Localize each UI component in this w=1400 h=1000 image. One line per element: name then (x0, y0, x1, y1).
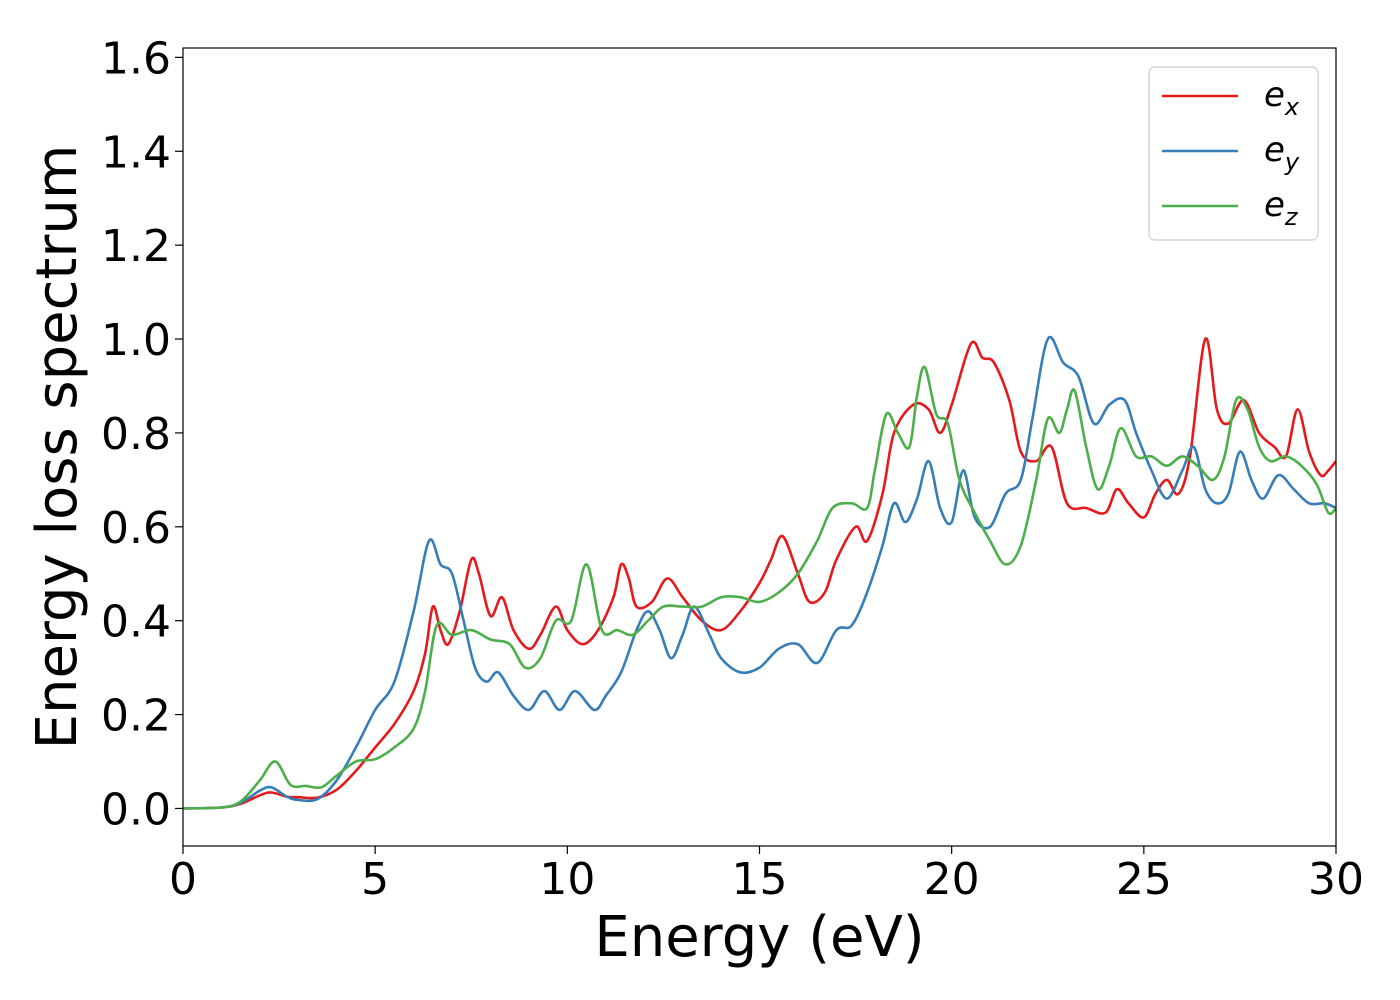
x-tick-label: 25 (1116, 854, 1172, 905)
y-axis-title: Energy loss spectrum (25, 145, 90, 750)
legend-label: ey (1264, 130, 1300, 176)
x-tick-label: 5 (361, 854, 389, 905)
y-tick-label: 1.4 (101, 127, 171, 178)
x-tick-label: 0 (169, 854, 197, 905)
y-tick-label: 1.6 (101, 33, 171, 84)
x-axis-title: Energy (eV) (594, 905, 924, 970)
legend-label-base: e (1264, 75, 1285, 115)
series-line-e-y (183, 335, 1336, 810)
y-tick-label: 0.4 (101, 597, 171, 648)
legend-label-subscript: x (1284, 93, 1300, 121)
x-tick-label: 20 (924, 854, 980, 905)
legend-label: ex (1264, 75, 1300, 121)
legend-label-subscript: y (1284, 148, 1300, 176)
y-tick-label: 0.2 (101, 691, 171, 742)
legend-box (1148, 66, 1319, 241)
x-tick-label: 30 (1308, 854, 1364, 905)
legend-label-base: e (1264, 185, 1285, 225)
legend-label-base: e (1264, 130, 1285, 170)
series-layer (183, 335, 1336, 810)
x-tick-label: 15 (732, 854, 788, 905)
y-tick-label: 1.0 (101, 315, 171, 366)
legend-label: ez (1264, 185, 1299, 231)
series-line-e-x (183, 337, 1336, 810)
y-tick-label: 1.2 (101, 221, 171, 272)
x-axis-ticks: 0 5 10 15 20 25 30 (169, 846, 1364, 905)
y-axis-ticks: 0.0 0.2 0.4 0.6 0.8 1.0 1.2 1.4 1.6 (101, 33, 183, 835)
y-tick-label: 0.0 (101, 784, 171, 835)
legend-label-subscript: z (1284, 203, 1299, 231)
x-tick-label: 10 (539, 854, 595, 905)
series-line-e-z (183, 365, 1336, 810)
y-tick-label: 0.6 (101, 503, 171, 554)
y-tick-label: 0.8 (101, 409, 171, 460)
